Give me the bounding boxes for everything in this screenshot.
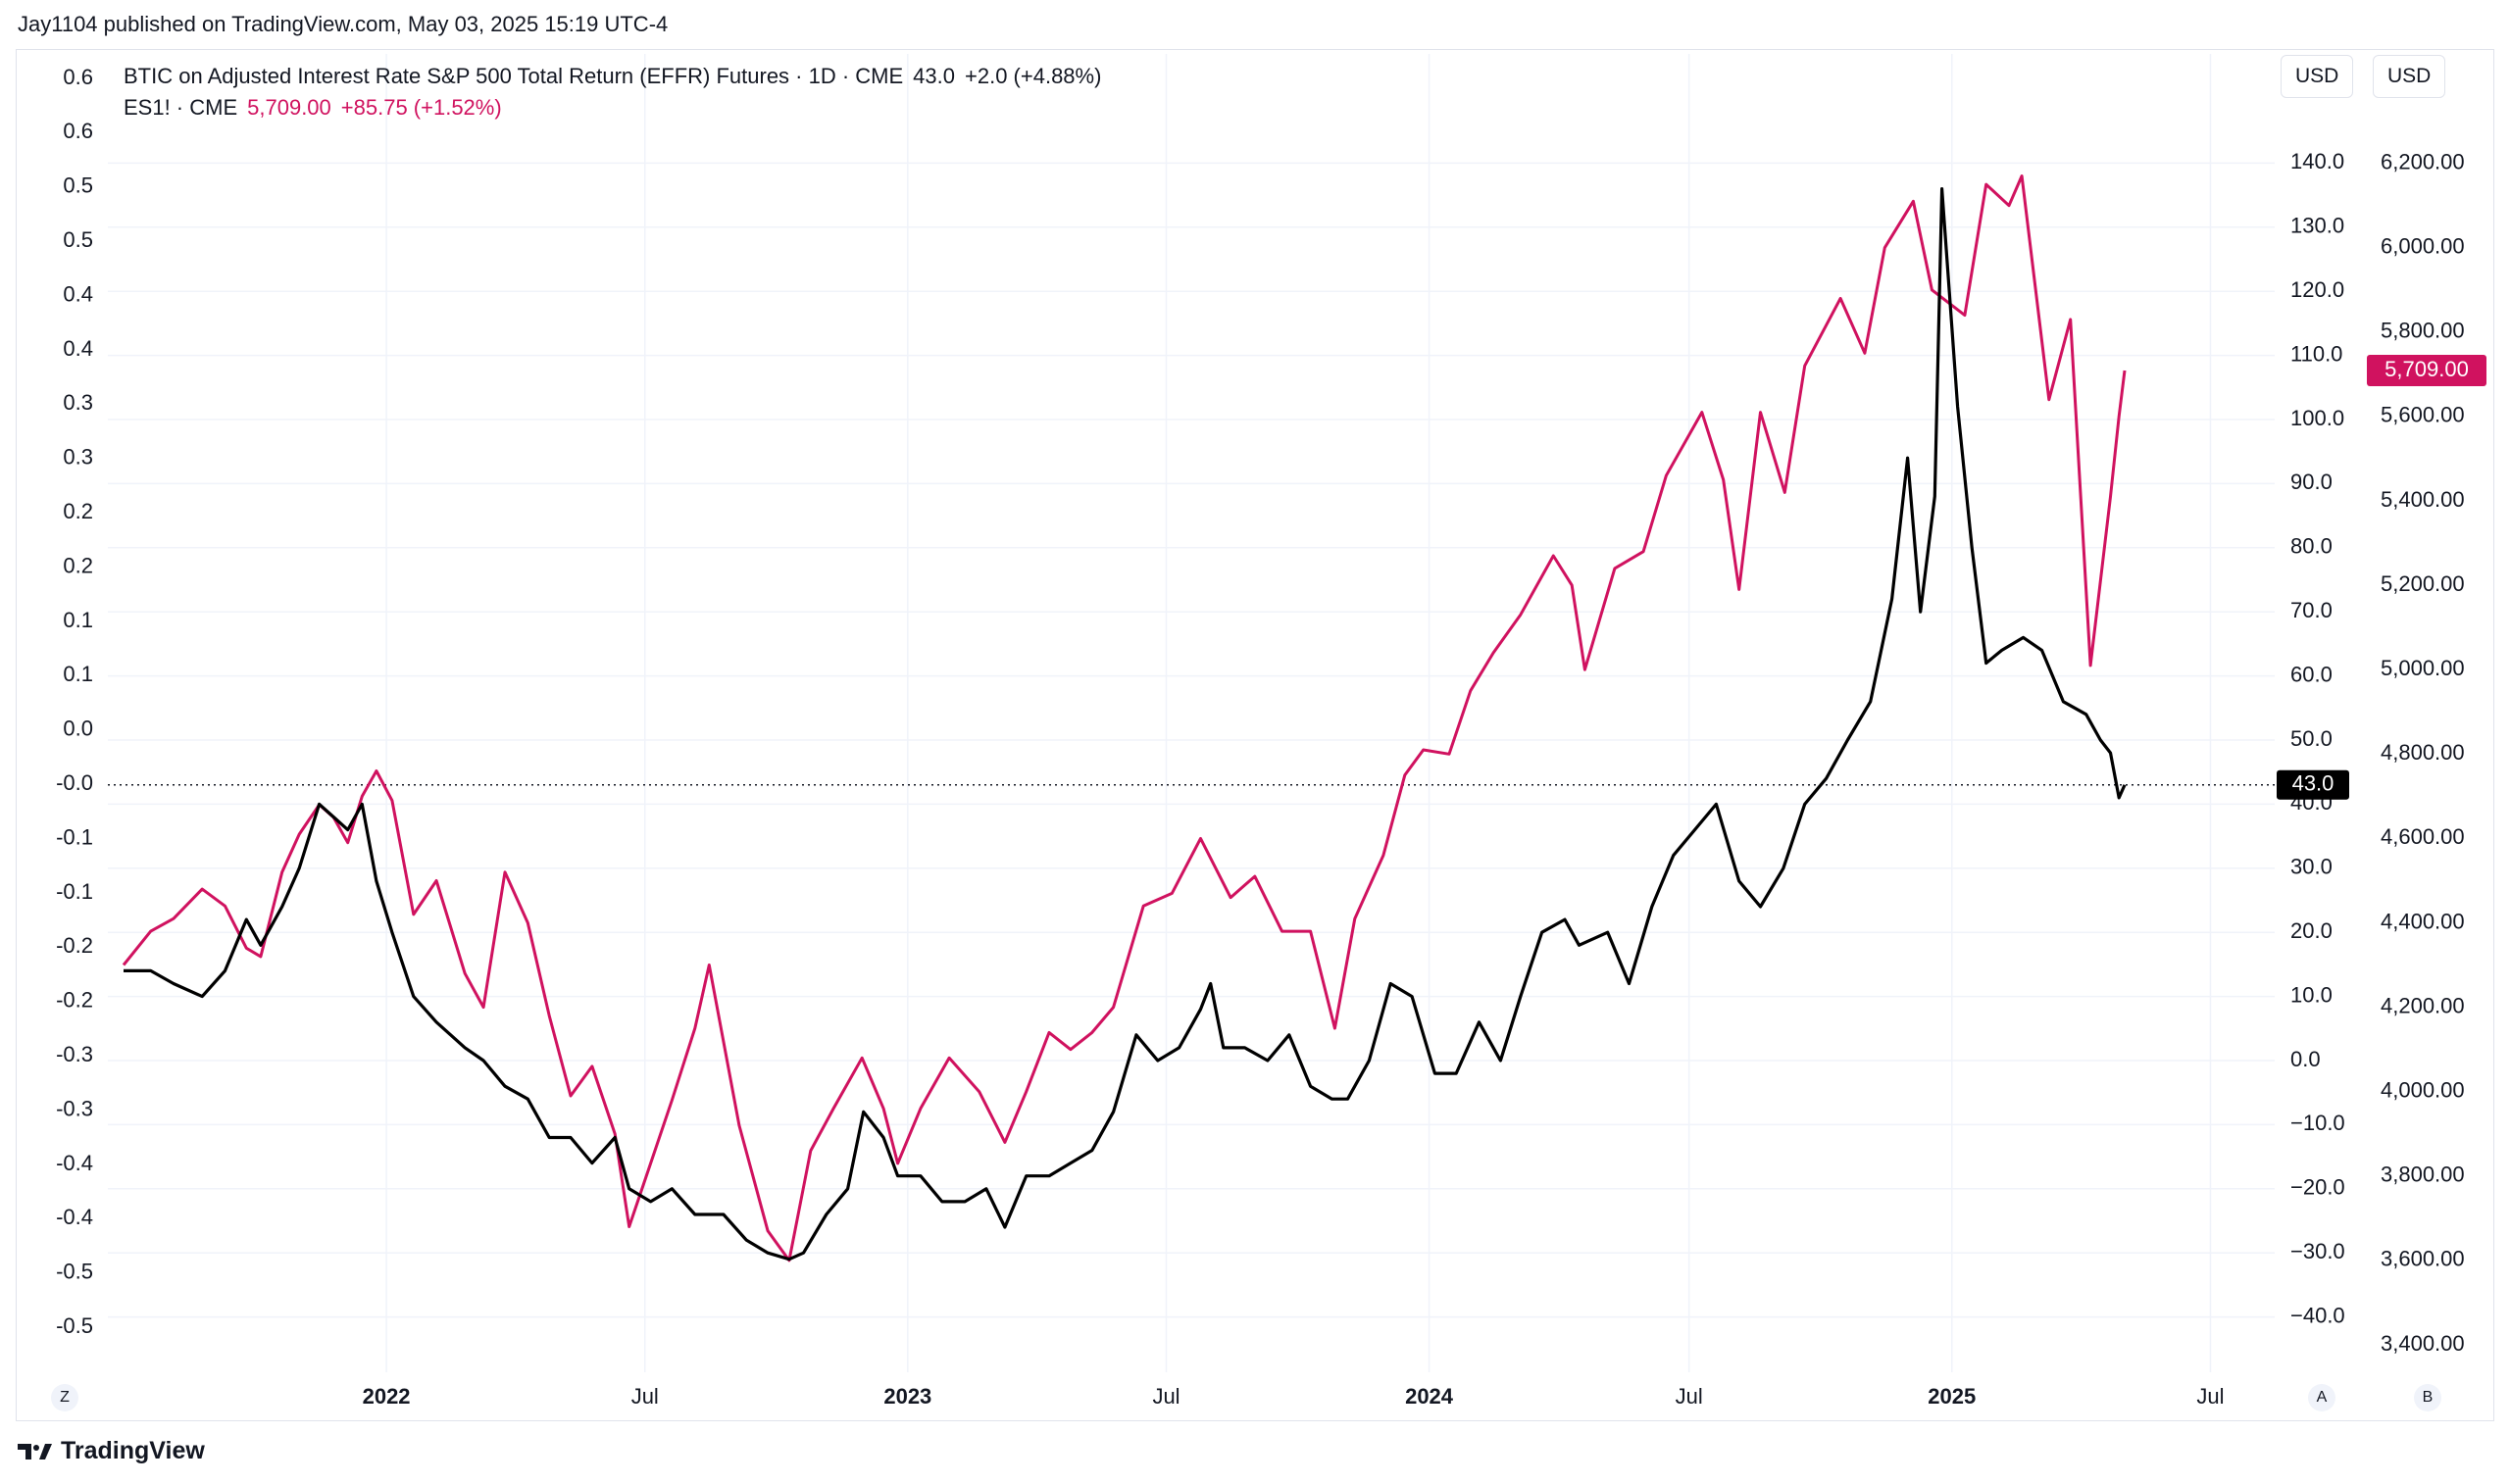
auto-scale-a-button[interactable]: A [2308,1384,2335,1411]
axis-a-tick-label: 20.0 [2290,918,2333,943]
left-axis-tick-label: -0.2 [56,933,93,958]
axis-a-tick-label: −20.0 [2290,1175,2345,1200]
time-axis-tick-label: Jul [631,1384,659,1409]
legend-es-title: ES1! · CME [124,95,238,120]
axis-b-tick-label: 5,800.00 [2381,319,2465,343]
legend-btic-title: BTIC on Adjusted Interest Rate S&P 500 T… [124,64,904,88]
axis-a-tick-label: 30.0 [2290,855,2333,879]
axis-b-tick-label: 4,600.00 [2381,824,2465,849]
axis-b-tick-label: 4,800.00 [2381,740,2465,765]
time-axis: 2022 Jul 2023 Jul 2024 Jul 2025 Jul [363,1384,2225,1409]
time-axis-tick-label: Jul [1676,1384,1703,1409]
legend-series-1: BTIC on Adjusted Interest Rate S&P 500 T… [124,61,1101,92]
axis-b-tick-label: 5,600.00 [2381,403,2465,427]
axis-b-tick-label: 6,000.00 [2381,234,2465,259]
left-axis-tick-label: 0.4 [63,336,93,361]
axis-a-tick-label: −40.0 [2290,1303,2345,1327]
left-axis-tick-label: -0.1 [56,879,93,904]
left-axis-tick-label: -0.5 [56,1260,93,1284]
axis-b-tick-label: 5,000.00 [2381,656,2465,680]
chart-frame [16,49,2494,1421]
tradingview-logo[interactable]: TradingView [18,1437,205,1465]
left-axis-tick-label: -0.3 [56,1096,93,1120]
axis-a-tick-label: −30.0 [2290,1239,2345,1263]
left-axis-tick-label: -0.4 [56,1151,93,1175]
time-axis-tick-label: 2023 [883,1384,931,1409]
left-axis-tick-label: -0.4 [56,1205,93,1229]
axis-b-tick-label: 4,200.00 [2381,993,2465,1017]
currency-button-axis-a[interactable]: USD [2281,55,2354,98]
time-axis-tick-label: Jul [1152,1384,1180,1409]
axis-a-tick-label: 0.0 [2290,1047,2321,1071]
axis-b-tick-label: 4,000.00 [2381,1078,2465,1103]
btic-last-badge-bg [2277,769,2349,800]
time-axis-tick-label: 2022 [363,1384,411,1409]
time-axis-tick-label: 2024 [1405,1384,1454,1409]
axis-a-tick-label: 50.0 [2290,726,2333,751]
left-axis-tick-label: 0.3 [63,390,93,415]
axis-b-tick-label: 3,400.00 [2381,1331,2465,1356]
axis-a-tick-label: 100.0 [2290,406,2344,430]
grid [108,54,2275,1372]
axis-a-tick-label: 80.0 [2290,534,2333,559]
left-axis-tick-label: 0.2 [63,553,93,577]
left-axis-tick-label: -0.0 [56,770,93,795]
legend-es-last: 5,709.00 [247,95,331,120]
time-axis-tick-label: Jul [2196,1384,2224,1409]
axis-a-tick-label: 130.0 [2290,214,2344,238]
btic-last-badge-label: 43.0 [2292,771,2334,796]
axis-a-tick-label: 120.0 [2290,277,2344,302]
axis-a-tick-label: 140.0 [2290,149,2344,173]
legend-series-2: ES1! · CME 5,709.00 +85.75 (+1.52%) [124,92,1101,124]
axis-a-tick-label: 10.0 [2290,982,2333,1007]
price-axis-a: 140.0 130.0 120.0 110.0 100.0 90.0 80.0 70.0 60.… [2290,149,2345,1327]
left-axis-tick-label: -0.1 [56,824,93,849]
publisher-caption: Jay1104 published on TradingView.com, Ma… [18,12,669,36]
price-axis-b: 6,200.00 6,000.00 5,800.00 5,600.00 5,400.00… [2381,149,2465,1355]
es1-series-line [122,174,2127,1262]
time-axis-tick-label: 2025 [1928,1384,1976,1409]
last-price-badges: 43.0 5,709.00 [2277,354,2486,800]
left-axis-tick-label: 0.1 [63,662,93,686]
legend-btic-change: +2.0 (+4.88%) [965,64,1102,88]
timezone-button[interactable]: Z [51,1384,78,1411]
axis-a-tick-label: 60.0 [2290,662,2333,686]
axis-a-tick-label: 70.0 [2290,598,2333,622]
left-axis-tick-label: 0.1 [63,608,93,632]
left-axis-tick-label: 0.5 [63,173,93,198]
axis-b-tick-label: 5,200.00 [2381,571,2465,596]
legend-es-change: +85.75 (+1.52%) [340,95,502,120]
left-axis-tick-label: 0.5 [63,227,93,252]
axis-a-tick-label: −10.0 [2290,1111,2345,1135]
left-axis-tick-label: -0.2 [56,988,93,1013]
axis-a-tick-label: 110.0 [2290,341,2342,366]
left-axis-tick-label: 0.6 [63,65,93,89]
auto-scale-b-button[interactable]: B [2414,1384,2441,1411]
left-axis-tick-label: 0.2 [63,499,93,523]
left-axis-tick-label: 0.6 [63,119,93,143]
chart-legend: BTIC on Adjusted Interest Rate S&P 500 T… [124,61,1101,124]
left-axis-tick-label: 0.4 [63,281,93,306]
axis-b-tick-label: 3,600.00 [2381,1247,2465,1271]
es-last-badge-bg [2367,354,2486,386]
axis-b-tick-label: 5,400.00 [2381,487,2465,512]
axis-b-tick-label: 4,400.00 [2381,909,2465,933]
btic-series-line [124,187,2127,1261]
es-last-badge-label: 5,709.00 [2384,357,2469,381]
legend-btic-last: 43.0 [913,64,955,88]
axis-b-tick-label: 6,200.00 [2381,149,2465,173]
tradingview-logo-icon [18,1443,52,1459]
axis-a-tick-label: 90.0 [2290,470,2333,494]
left-axis-tick-label: -0.3 [56,1042,93,1066]
left-axis-tick-label: 0.3 [63,445,93,470]
left-axis: 0.6 0.6 0.5 0.5 0.4 0.4 0.3 0.3 0.2 0.2 0.1 0.1 0.0 -… [56,65,93,1338]
currency-button-axis-b[interactable]: USD [2373,55,2446,98]
tradingview-brand-text: TradingView [61,1437,205,1464]
left-axis-tick-label: -0.5 [56,1313,93,1338]
left-axis-tick-label: 0.0 [63,717,93,741]
axis-b-tick-label: 3,800.00 [2381,1162,2465,1187]
